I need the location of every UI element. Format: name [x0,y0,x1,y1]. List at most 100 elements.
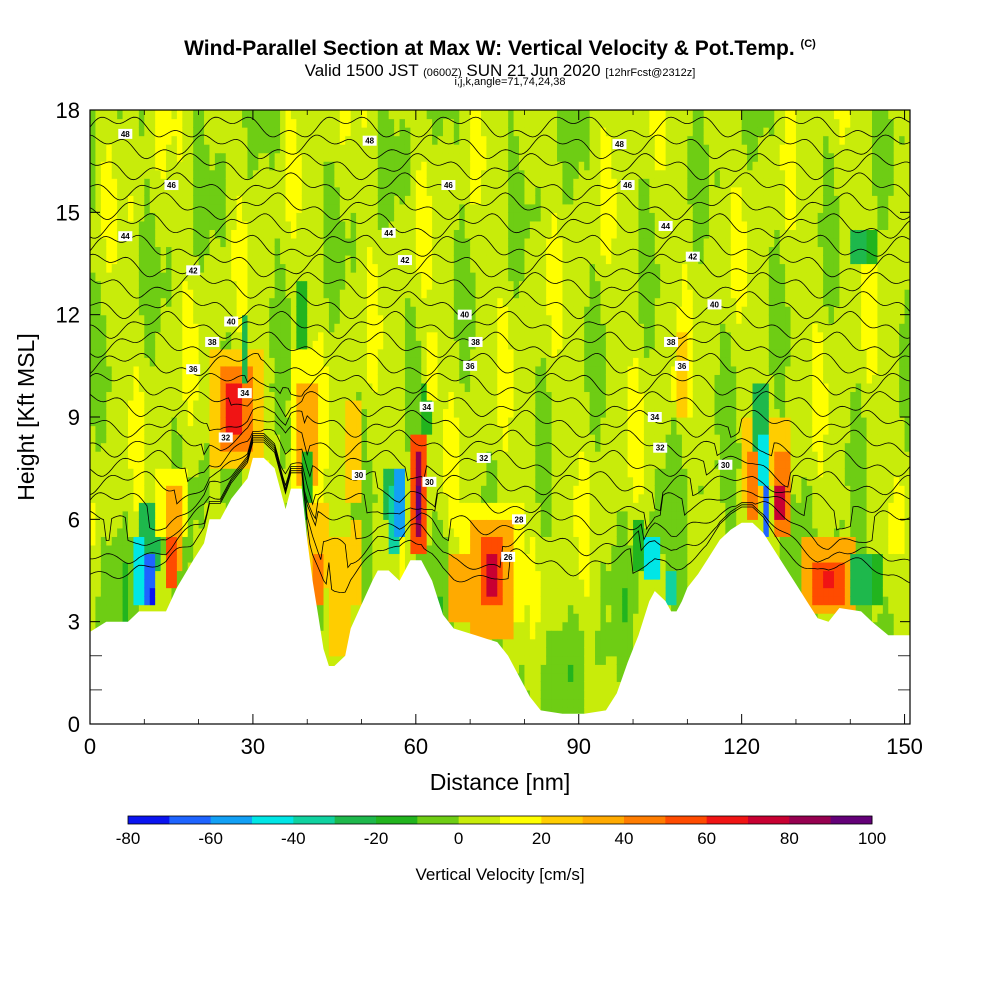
field-cell [242,229,249,239]
field-cell [404,229,411,239]
field-cell [356,596,363,606]
field-cell [388,434,395,444]
field-cell [204,425,211,435]
field-cell [459,561,466,572]
field-cell [356,604,363,614]
field-cell [138,399,145,410]
field-cell [290,237,297,248]
field-cell [258,348,265,358]
field-cell [345,544,352,555]
field-cell [106,451,113,461]
field-cell [453,280,460,290]
field-cell [410,306,417,316]
field-cell [415,442,422,452]
field-cell [421,417,428,427]
field-cell [410,391,417,401]
field-cell [106,493,113,503]
field-cell [225,220,232,230]
field-cell [138,365,145,375]
field-cell [155,485,162,495]
field-cell [334,272,341,282]
field-cell [111,331,118,341]
field-cell [220,254,227,265]
field-cell [269,451,276,461]
field-cell [459,621,466,631]
field-cell [448,536,455,546]
field-cell [453,186,460,196]
field-cell [453,536,460,546]
field-cell [307,408,314,418]
field-cell [247,263,254,273]
field-cell [377,152,384,162]
field-cell [285,323,292,333]
field-cell [339,510,346,520]
field-cell [372,502,379,512]
field-cell [247,417,254,427]
field-cell [453,178,460,188]
field-cell [269,110,276,120]
field-cell [160,519,167,529]
field-cell [193,485,200,495]
field-cell [377,408,384,418]
field-cell [361,536,368,546]
field-cell [377,297,384,307]
field-cell [155,161,162,171]
field-cell [90,442,97,452]
field-cell [193,408,200,418]
field-cell [350,527,357,537]
field-cell [258,314,265,324]
field-cell [280,178,287,188]
field-cell [280,323,287,333]
field-cell [345,127,352,137]
field-cell [263,152,270,162]
field-cell [372,434,379,444]
field-cell [459,399,466,410]
field-cell [307,263,314,273]
field-cell [176,493,183,503]
field-cell [171,357,178,367]
field-cell [225,408,232,418]
field-cell [301,152,308,162]
field-cell [263,254,270,265]
field-cell [263,382,270,393]
field-cell [426,502,433,512]
field-cell [193,186,200,196]
field-cell [350,476,357,486]
field-cell [122,553,129,563]
field-cell [166,391,173,401]
field-cell [442,374,450,384]
field-cell [220,118,227,128]
field-cell [426,434,433,444]
field-cell [166,237,173,248]
field-cell [459,220,466,230]
field-cell [399,519,406,529]
field-cell [220,229,227,239]
field-cell [356,493,363,503]
field-cell [383,425,390,435]
field-cell [339,348,346,358]
field-cell [366,118,373,128]
field-cell [356,152,363,162]
field-cell [323,203,330,213]
field-cell [312,425,319,435]
field-cell [361,561,368,572]
field-cell [388,220,395,230]
field-cell [415,169,422,179]
field-cell [231,348,238,358]
field-cell [269,297,276,307]
field-cell [323,647,330,657]
field-cell [133,510,140,520]
field-cell [263,391,270,401]
field-cell [415,152,422,162]
field-cell [377,186,384,196]
field-cell [252,434,259,444]
field-cell [209,229,216,239]
field-cell [166,579,173,589]
field-cell [290,297,297,307]
field-cell [394,161,401,171]
field-cell [415,314,422,324]
field-cell [372,493,379,503]
field-cell [128,519,135,529]
field-cell [198,408,205,418]
field-cell [323,297,330,307]
